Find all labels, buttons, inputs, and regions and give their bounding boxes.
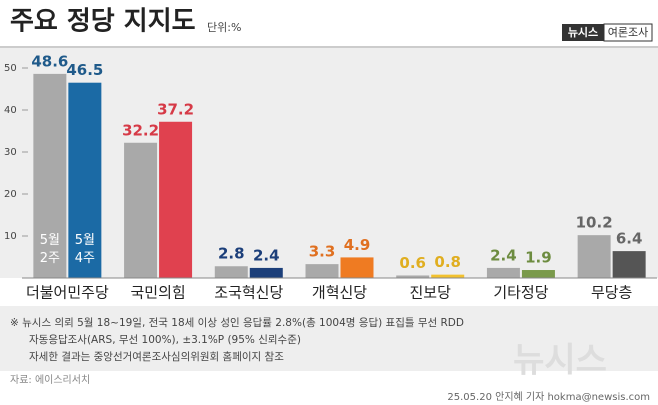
brand-tag-box bbox=[603, 23, 653, 42]
bar bbox=[431, 274, 465, 278]
unit-label: 단위:% bbox=[207, 21, 241, 34]
x-tick-label: 국민의힘 bbox=[130, 284, 185, 302]
bar bbox=[612, 251, 646, 278]
note: 자세한 결과는 중앙선거여론조사심의위원회 홈페이지 참조 bbox=[29, 350, 284, 363]
bar bbox=[214, 266, 248, 278]
bar bbox=[396, 275, 430, 278]
x-tick-label: 기타정당 bbox=[493, 284, 548, 302]
value-label: 4.9 bbox=[344, 236, 371, 254]
bar bbox=[68, 82, 102, 278]
watermark: 뉴시스 bbox=[513, 341, 607, 381]
y-tick-label: 40 bbox=[4, 105, 17, 116]
y-tick-label: 20 bbox=[4, 189, 17, 200]
x-tick-label: 개혁신당 bbox=[312, 284, 367, 302]
x-tick-label: 진보당 bbox=[410, 284, 452, 302]
value-label: 3.3 bbox=[309, 243, 336, 261]
x-tick-label: 무당층 bbox=[591, 284, 632, 302]
source: 자료: 에이스리서치 bbox=[10, 374, 90, 386]
brand: 뉴시스 bbox=[568, 26, 598, 39]
bar bbox=[33, 73, 67, 278]
bar bbox=[305, 264, 339, 278]
value-label: 1.9 bbox=[525, 249, 552, 267]
y-tick-label: 10 bbox=[4, 231, 17, 242]
brand-box bbox=[562, 24, 604, 41]
value-label: 2.4 bbox=[253, 246, 280, 264]
bar bbox=[124, 142, 158, 278]
legend-label: 5월 4주 bbox=[75, 233, 95, 266]
bar bbox=[577, 235, 611, 278]
x-tick-label: 더불어민주당 bbox=[26, 284, 109, 302]
value-label: 0.8 bbox=[434, 253, 461, 271]
y-tick-label: 50 bbox=[4, 63, 17, 74]
legend-label: 5월 2주 bbox=[40, 233, 60, 266]
brand-tag: 여론조사 bbox=[608, 26, 648, 39]
x-tick-label: 조국혁신당 bbox=[214, 284, 283, 302]
note: 자동응답조사(ARS, 무선 100%), ±3.1%P (95% 신뢰수준) bbox=[29, 334, 301, 346]
value-label: 0.6 bbox=[399, 254, 426, 272]
value-label: 32.2 bbox=[122, 121, 159, 139]
value-label: 48.6 bbox=[31, 52, 68, 70]
value-label: 2.4 bbox=[490, 246, 517, 264]
bar bbox=[340, 257, 374, 278]
notes-background bbox=[0, 306, 658, 371]
y-tick-label: 30 bbox=[4, 147, 17, 158]
credit: 25.05.20 안지혜 기자 hokma@newsis.com bbox=[447, 391, 650, 403]
value-label: 46.5 bbox=[66, 61, 103, 79]
chart-title: 주요 정당 지지도 bbox=[10, 7, 196, 37]
bar bbox=[486, 267, 520, 278]
bar bbox=[249, 267, 283, 278]
bar bbox=[521, 270, 555, 278]
bar bbox=[159, 121, 193, 278]
plot-background bbox=[0, 48, 658, 278]
note: ※ 뉴시스 의뢰 5월 18~19일, 전국 18세 이상 성인 응답률 2.8… bbox=[10, 316, 464, 329]
value-label: 6.4 bbox=[616, 230, 643, 248]
value-label: 2.8 bbox=[218, 245, 245, 263]
value-label: 37.2 bbox=[157, 100, 194, 118]
value-label: 10.2 bbox=[576, 214, 613, 232]
